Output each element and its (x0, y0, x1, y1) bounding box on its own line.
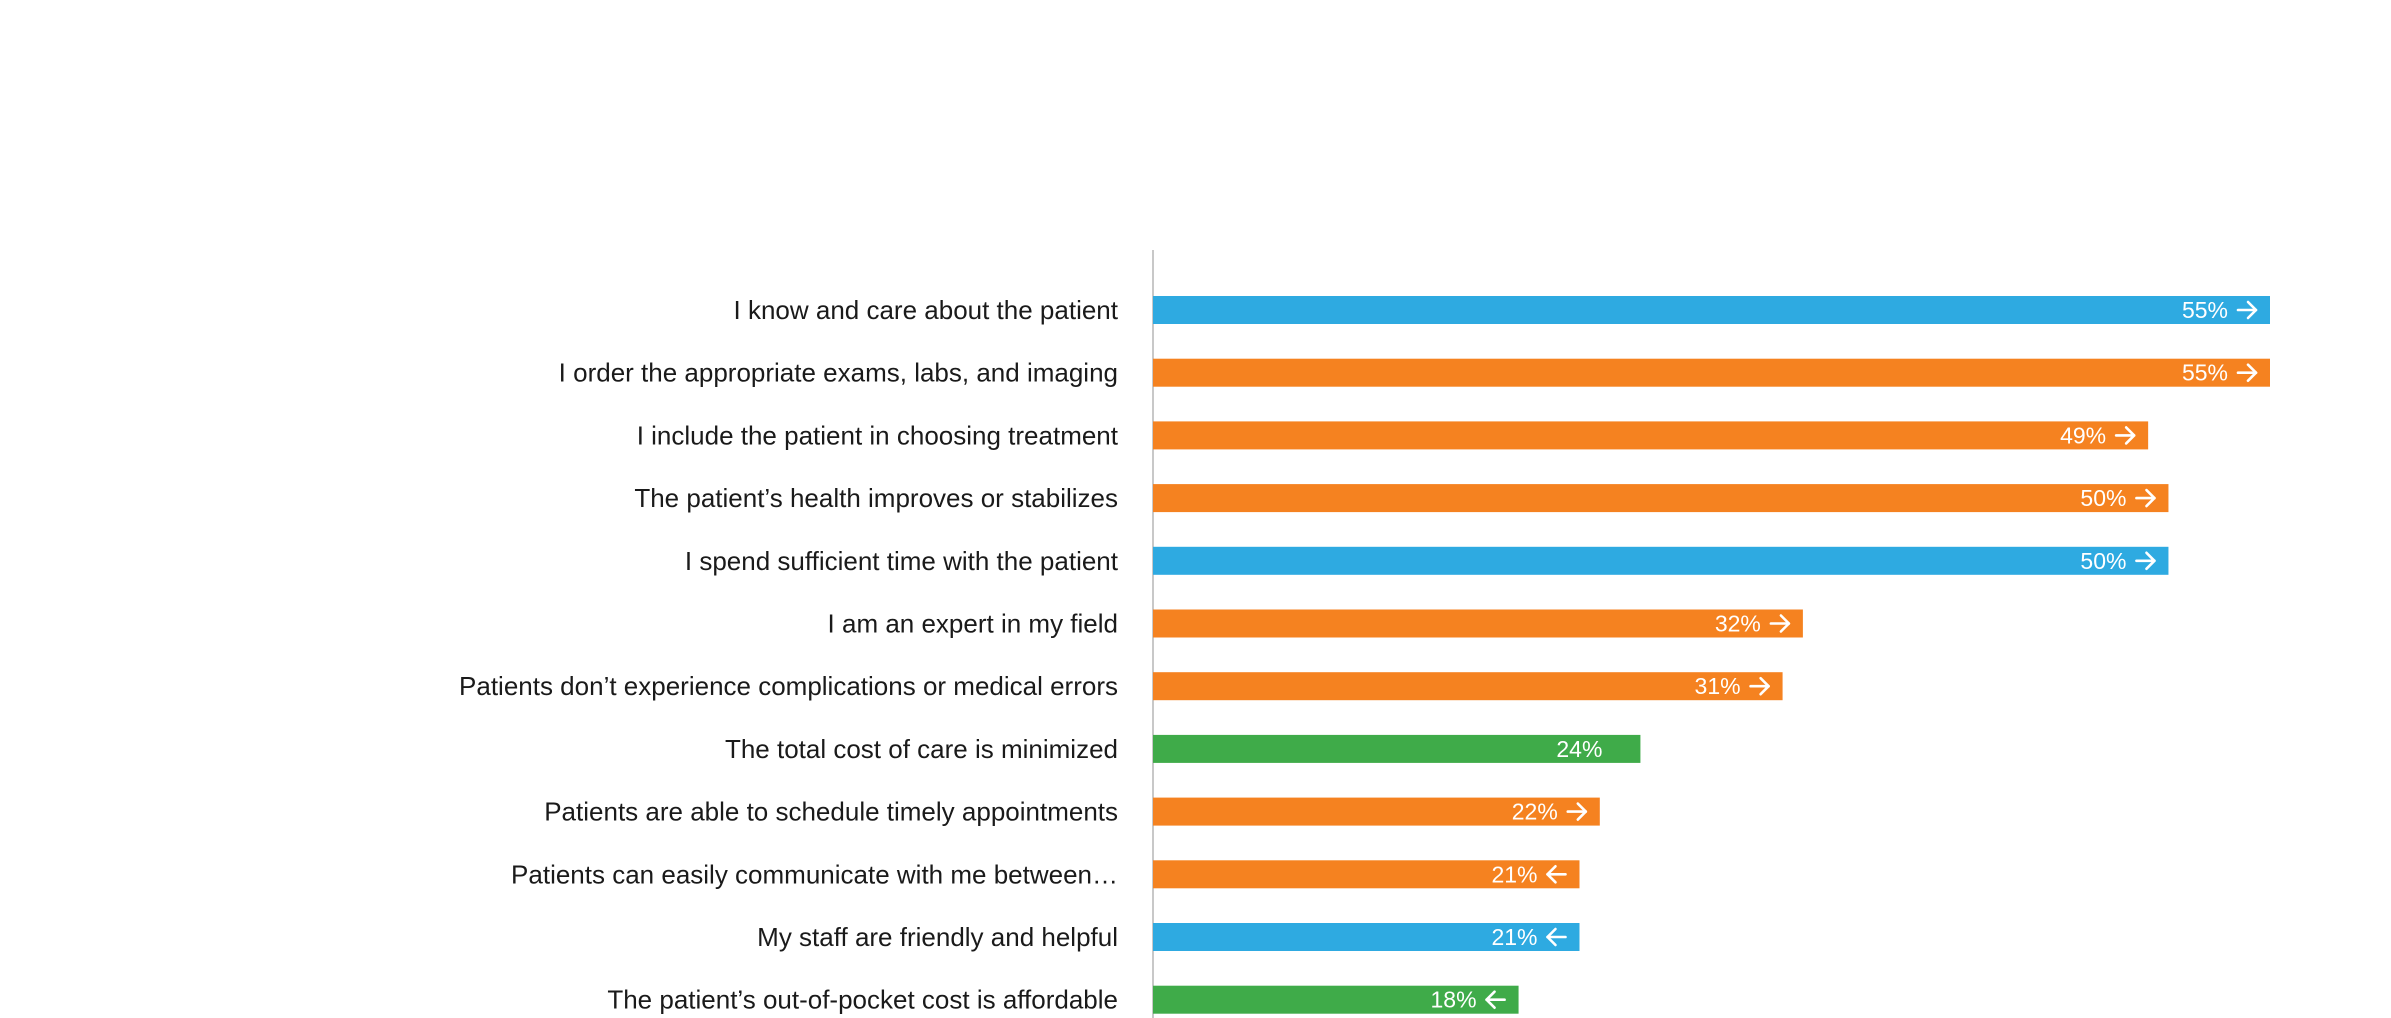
bar (1153, 421, 2149, 450)
arrow-left-icon (1485, 990, 1506, 1010)
category-label: I spend sufficient time with the patient (685, 546, 1119, 576)
category-label: My staff are friendly and helpful (757, 922, 1118, 952)
bar (1153, 985, 1519, 1014)
arrow-right-icon (1566, 802, 1588, 821)
value-label: 22% (1512, 799, 1558, 825)
bars-group: I know and care about the patient 55% I or… (459, 295, 2270, 1015)
value-label: 55% (2182, 360, 2228, 386)
category-label: I include the patient in choosing treatm… (637, 420, 1119, 450)
arrow-right-icon (2114, 426, 2136, 445)
arrow-right-icon (1769, 614, 1791, 633)
category-label: I order the appropriate exams, labs, and… (559, 358, 1118, 388)
value-label: 49% (2060, 422, 2106, 448)
category-label: The total cost of care is minimized (725, 734, 1118, 764)
bar (1153, 296, 2270, 324)
bar (1153, 484, 2169, 513)
category-label: The patient’s health improves or stabili… (634, 483, 1118, 513)
bar (1153, 358, 2270, 387)
category-label: Patients can easily communicate with me … (511, 859, 1118, 889)
value-label: 55% (2182, 297, 2228, 323)
bar (1153, 797, 1600, 826)
bar (1153, 734, 1641, 763)
arrow-right-icon (2135, 551, 2156, 571)
category-label: The patient’s out-of-pocket cost is affo… (607, 985, 1118, 1015)
value-label: 21% (1491, 924, 1537, 950)
bar (1153, 546, 2169, 575)
arrow-right-icon (2236, 363, 2258, 383)
value-label: 32% (1715, 611, 1761, 637)
value-label: 24% (1556, 736, 1602, 762)
arrow-right-icon (2135, 488, 2156, 508)
category-label: Patients are able to schedule timely app… (544, 797, 1118, 827)
value-label: 50% (2080, 485, 2126, 511)
value-label: 31% (1695, 673, 1741, 699)
category-label: Patients don’t experience complications … (459, 671, 1118, 701)
bar (1153, 609, 1803, 638)
value-label: 50% (2080, 548, 2126, 574)
arrow-left-icon (1546, 927, 1567, 947)
bar (1153, 923, 1580, 951)
category-label: I am an expert in my field (828, 609, 1118, 639)
bar (1153, 860, 1580, 889)
bar (1153, 672, 1783, 701)
category-label: I know and care about the patient (734, 295, 1119, 325)
value-label: 18% (1431, 987, 1477, 1013)
arrow-left-icon (1546, 864, 1567, 884)
arrow-right-icon (1749, 676, 1770, 696)
arrow-right-icon (2236, 300, 2258, 320)
value-label: 21% (1491, 861, 1537, 887)
